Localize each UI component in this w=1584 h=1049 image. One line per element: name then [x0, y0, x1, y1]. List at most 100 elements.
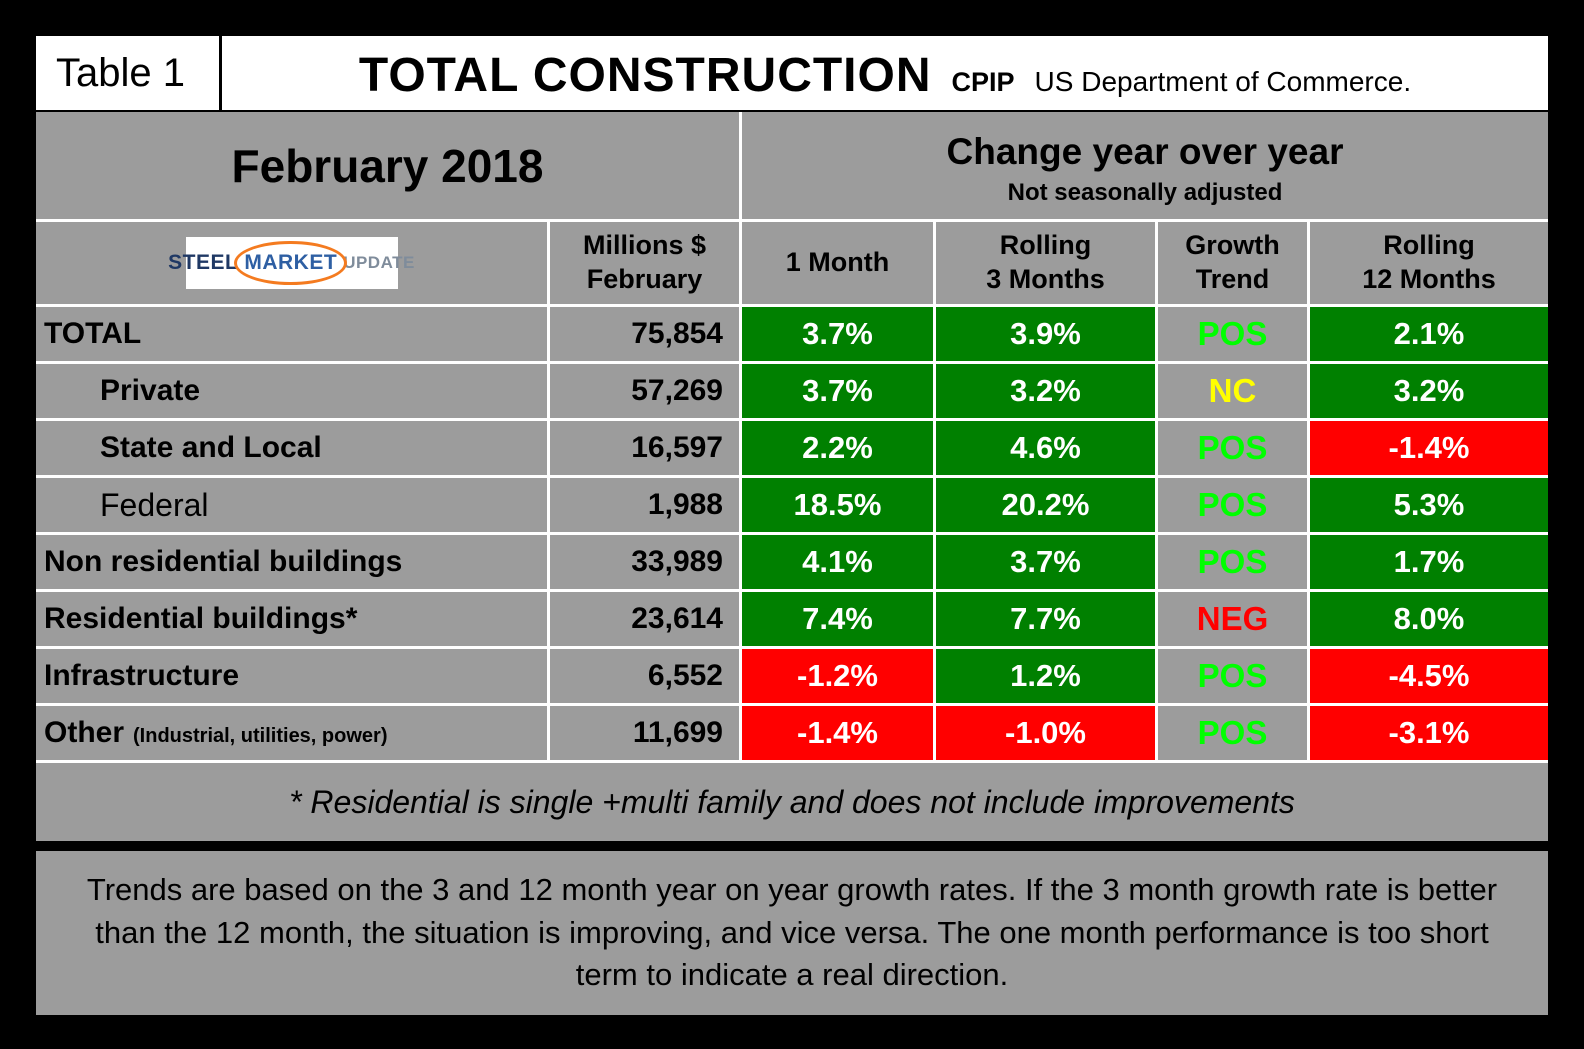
column-header-rolling-3: Rolling 3 Months	[936, 222, 1158, 304]
rolling3-header-line2: 3 Months	[986, 264, 1105, 294]
rolling-12-value: 3.2%	[1310, 364, 1548, 418]
row-label-text: Non residential buildings	[44, 545, 403, 578]
millions-value: 23,614	[550, 592, 742, 646]
rolling-3-value: 7.7%	[936, 592, 1158, 646]
row-label: Private	[36, 364, 550, 418]
rolling-12-value: 1.7%	[1310, 535, 1548, 589]
rolling12-header-line1: Rolling	[1383, 230, 1475, 261]
growth-trend-value: POS	[1158, 649, 1310, 703]
table-row: Non residential buildings 33,989 4.1% 3.7% P…	[36, 535, 1548, 592]
rolling3-header-line1: Rolling	[999, 230, 1092, 261]
footnote-text: * Residential is single +multi family an…	[289, 783, 1295, 820]
one-month-value: 4.1%	[742, 535, 936, 589]
logo-word-steel: STEEL	[168, 250, 239, 274]
title-bar: Table 1 TOTAL CONSTRUCTION CPIP US Depar…	[36, 36, 1548, 112]
row-label: Non residential buildings	[36, 535, 550, 589]
table-label: Table 1	[36, 36, 222, 110]
trends-note-row: Trends are based on the 3 and 12 month y…	[36, 851, 1548, 1015]
trend-header-line1: Growth	[1185, 230, 1280, 261]
table-row: Federal 1,988 18.5% 20.2% POS 5.3%	[36, 478, 1548, 535]
rolling-3-value: 20.2%	[936, 478, 1158, 532]
growth-trend-value: NEG	[1158, 592, 1310, 646]
row-label: State and Local	[36, 421, 550, 475]
column-header-millions: Millions $ February	[550, 222, 742, 304]
table-row: Private 57,269 3.7% 3.2% NC 3.2%	[36, 364, 1548, 421]
millions-value: 1,988	[550, 478, 742, 532]
column-header-1-month: 1 Month	[742, 222, 936, 304]
rolling-3-value: -1.0%	[936, 706, 1158, 760]
row-label-text: Private	[100, 374, 201, 407]
one-month-value: 7.4%	[742, 592, 936, 646]
title-cell: TOTAL CONSTRUCTION CPIP US Department of…	[222, 36, 1548, 110]
column-header-row: STEEL MARKET UPDATE Millions $ February …	[36, 222, 1548, 307]
growth-trend-value: POS	[1158, 535, 1310, 589]
construction-table: Table 1 TOTAL CONSTRUCTION CPIP US Depar…	[36, 36, 1548, 1015]
logo-word-update: UPDATE	[343, 253, 415, 273]
growth-trend-value: POS	[1158, 307, 1310, 361]
growth-trend-value: POS	[1158, 421, 1310, 475]
logo-swoosh-icon	[234, 240, 348, 286]
one-month-value: -1.4%	[742, 706, 936, 760]
column-header-rolling-12: Rolling 12 Months	[1310, 222, 1548, 304]
period-label: February 2018	[231, 139, 544, 192]
page-title: TOTAL CONSTRUCTION	[358, 49, 932, 102]
growth-trend-value: POS	[1158, 478, 1310, 532]
rolling-3-value: 3.9%	[936, 307, 1158, 361]
row-label: Federal	[36, 478, 550, 532]
rolling-12-value: 8.0%	[1310, 592, 1548, 646]
row-label: TOTAL	[36, 307, 550, 361]
footnote-row: * Residential is single +multi family an…	[36, 763, 1548, 841]
source-label: US Department of Commerce.	[1034, 66, 1412, 97]
row-label-text: Federal	[100, 486, 209, 523]
rolling12-header-line2: 12 Months	[1362, 264, 1496, 294]
one-month-value: 2.2%	[742, 421, 936, 475]
logo-word-market: MARKET	[234, 240, 348, 286]
table-row: TOTAL 75,854 3.7% 3.9% POS 2.1%	[36, 307, 1548, 364]
row-label-text: Residential buildings*	[44, 602, 358, 635]
table-row: Residential buildings* 23,614 7.4% 7.7% NEG 8…	[36, 592, 1548, 649]
rolling-12-value: -4.5%	[1310, 649, 1548, 703]
growth-trend-value: POS	[1158, 706, 1310, 760]
row-label-text: Infrastructure	[44, 659, 240, 692]
trends-note-text: Trends are based on the 3 and 12 month y…	[86, 871, 1498, 993]
row-label: Infrastructure	[36, 649, 550, 703]
one-month-value: 3.7%	[742, 364, 936, 418]
rolling-12-value: 2.1%	[1310, 307, 1548, 361]
rolling-3-value: 3.2%	[936, 364, 1158, 418]
millions-header-line2: February	[586, 264, 703, 294]
millions-value: 57,269	[550, 364, 742, 418]
row-label-text: TOTAL	[44, 317, 142, 350]
millions-value: 16,597	[550, 421, 742, 475]
logo-cell: STEEL MARKET UPDATE	[36, 222, 550, 304]
period-bar: February 2018 Change year over year Not …	[36, 112, 1548, 222]
period-cell: February 2018	[36, 112, 742, 219]
millions-header-line1: Millions $	[582, 230, 707, 261]
one-month-value: 3.7%	[742, 307, 936, 361]
one-month-value: -1.2%	[742, 649, 936, 703]
rolling-12-value: -3.1%	[1310, 706, 1548, 760]
rolling-12-value: -1.4%	[1310, 421, 1548, 475]
growth-trend-value: NC	[1158, 364, 1310, 418]
row-label-text: Other	[44, 716, 125, 749]
table-row: Other (Industrial, utilities, power) 11,69…	[36, 706, 1548, 763]
row-label: Other (Industrial, utilities, power)	[36, 706, 550, 760]
steel-market-update-logo: STEEL MARKET UPDATE	[168, 237, 414, 289]
one-month-header: 1 Month	[785, 247, 890, 278]
rolling-3-value: 3.7%	[936, 535, 1158, 589]
one-month-value: 18.5%	[742, 478, 936, 532]
rolling-3-value: 1.2%	[936, 649, 1158, 703]
table-body: TOTAL 75,854 3.7% 3.9% POS 2.1% Private 57,269 3…	[36, 307, 1548, 763]
change-title: Change year over year	[946, 130, 1344, 172]
column-header-growth-trend: Growth Trend	[1158, 222, 1310, 304]
rolling-12-value: 5.3%	[1310, 478, 1548, 532]
millions-value: 6,552	[550, 649, 742, 703]
trend-header-line2: Trend	[1195, 264, 1270, 294]
millions-value: 33,989	[550, 535, 742, 589]
row-label-text: State and Local	[100, 431, 322, 464]
row-label: Residential buildings*	[36, 592, 550, 646]
table-row: Infrastructure 6,552 -1.2% 1.2% POS -4.5%	[36, 649, 1548, 706]
millions-value: 11,699	[550, 706, 742, 760]
millions-value: 75,854	[550, 307, 742, 361]
change-header: Change year over year Not seasonally adj…	[742, 112, 1548, 219]
row-sublabel-text: (Industrial, utilities, power)	[133, 724, 388, 747]
